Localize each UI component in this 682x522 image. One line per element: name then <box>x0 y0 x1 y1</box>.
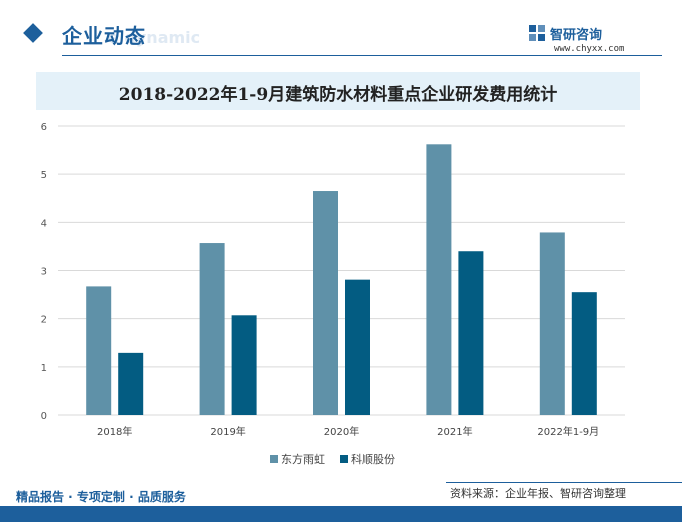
x-tick-label: 2019年 <box>210 425 245 438</box>
source-divider <box>446 482 682 483</box>
x-tick-label: 2020年 <box>324 425 359 438</box>
brand-url: www.chyxx.com <box>554 44 625 54</box>
y-tick-label: 4 <box>41 218 47 229</box>
y-tick-label: 5 <box>41 170 47 181</box>
legend-swatch <box>270 455 278 463</box>
section-subtitle: e dynamic <box>108 28 201 47</box>
bar-1 <box>539 232 565 415</box>
footer-divider <box>0 506 682 508</box>
footer-band <box>0 508 682 522</box>
x-tick-label: 2021年 <box>437 425 472 438</box>
bar-2 <box>345 279 370 415</box>
bar-2 <box>231 315 257 415</box>
section-title: 企业动态 <box>62 24 146 48</box>
legend-label: 科顺股份 <box>351 453 395 466</box>
legend-item-series-2: 科顺股份 <box>340 451 395 467</box>
brand: 智研咨询 www.chyxx.com <box>528 24 648 54</box>
footer-tagline: 精品报告 · 专项定制 · 品质服务 <box>16 490 186 504</box>
x-tick-label: 2022年1-9月 <box>537 425 599 438</box>
bar-2 <box>458 251 484 415</box>
diamond-icon <box>23 23 43 43</box>
bar-1 <box>199 243 225 415</box>
bar-1 <box>426 144 452 415</box>
y-tick-label: 1 <box>41 363 47 374</box>
legend-item-series-1: 东方雨虹 <box>270 451 325 467</box>
legend-label: 东方雨虹 <box>281 453 325 466</box>
y-tick-label: 3 <box>41 267 47 278</box>
source-note: 资料来源：企业年报、智研咨询整理 <box>450 487 626 500</box>
header-divider <box>62 55 662 56</box>
bar-2 <box>118 352 144 415</box>
chart-title-band: 2018-2022年1-9月建筑防水材料重点企业研发费用统计 <box>36 72 640 110</box>
bar-1 <box>86 286 112 415</box>
bar-2 <box>571 292 597 415</box>
y-tick-label: 0 <box>41 411 47 422</box>
chart-title: 2018-2022年1-9月建筑防水材料重点企业研发费用统计 <box>118 85 558 105</box>
y-tick-label: 6 <box>41 122 47 133</box>
bar-chart: 0 1 2 3 4 5 6 2018年 2019年 2020年 2021年 2022年1-9月 <box>41 122 625 438</box>
brand-name: 智研咨询 <box>550 28 603 43</box>
brand-logo-icon <box>529 25 545 41</box>
header: e dynamic 企业动态 智研咨询 www.chyxx.com <box>0 0 682 60</box>
bar-1 <box>313 191 338 415</box>
x-tick-label: 2018年 <box>97 425 132 438</box>
y-tick-label: 2 <box>41 315 47 326</box>
legend-swatch <box>340 455 348 463</box>
